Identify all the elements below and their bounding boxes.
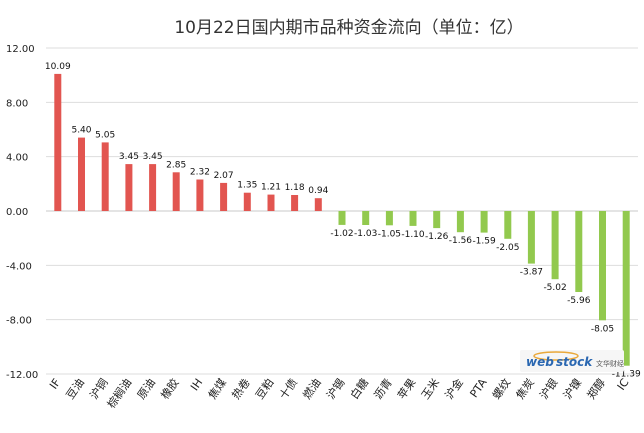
watermark-swoosh-icon [533,351,579,361]
x-tick-label-11: 十债 [276,376,300,402]
watermark-background [520,350,624,372]
bar-23 [575,211,583,292]
data-label-7: 2.32 [190,168,210,178]
bars [54,73,630,366]
data-label-5: 3.45 [143,152,163,162]
x-tick-label-5: 原油 [134,376,158,402]
bar-17 [433,211,441,229]
data-label-10: 1.21 [261,183,281,193]
data-label-17: -1.26 [425,232,449,242]
x-tick-label-13: 沪锡 [323,376,347,402]
x-tick-label-20: 螺纹 [489,376,513,402]
x-tick-label-7: IH [188,376,205,393]
x-tick-label-16: 苹果 [394,376,418,402]
gridlines [46,47,638,375]
data-label-23: -5.96 [567,296,591,306]
bar-4 [125,164,133,211]
bar-10 [267,194,275,211]
bar-5 [149,164,157,211]
bar-11 [291,195,299,211]
bar-16 [409,211,417,226]
watermark-brand-web: web [526,355,554,369]
data-label-25: -11.39 [612,370,641,380]
data-label-14: -1.03 [354,229,377,239]
x-tick-label-21: 焦炭 [514,376,537,401]
x-tick-label-2: 豆油 [63,376,87,402]
bar-24 [599,211,606,321]
x-tick-label-12: 燃油 [300,376,324,402]
y-tick-label: 4.00 [6,153,28,164]
data-label-18: -1.56 [449,236,473,246]
data-label-21: -3.87 [520,268,543,278]
bar-3 [101,142,109,211]
y-tick-label: 0.00 [6,207,28,218]
bar-15 [385,211,393,226]
data-label-13: -1.02 [330,229,353,239]
bar-25 [622,211,630,366]
x-tick-label-3: 沪铜 [87,376,111,402]
bar-21 [527,211,535,264]
bar-6 [172,172,180,211]
data-labels: 10.095.40 5.053.45 3.452.852.32 2.071.35 1.2… [45,62,641,380]
data-label-3: 5.05 [95,130,115,140]
x-tick-label-19: PTA [467,376,489,400]
data-label-20: -2.05 [496,243,519,253]
bar-19 [480,211,488,233]
bar-13 [338,211,346,225]
y-tick-label: -12.00 [6,370,38,381]
y-tick-label: -8.00 [6,316,32,327]
y-tick-label: 8.00 [6,98,28,109]
bar-2 [78,137,85,211]
x-tick-label-23: 沪镍 [560,376,584,402]
watermark-brand-stock: stock [556,355,593,369]
x-tick-label-24: 郑醇 [584,376,608,402]
x-tick-label-6: 橡胶 [158,376,182,402]
data-label-8: 2.07 [214,171,234,181]
y-tick-label: 12.00 [6,44,35,55]
data-label-6: 2.85 [166,160,186,170]
bar-8 [220,182,228,211]
brand-watermark: web stock 文华财经 [520,350,624,372]
data-label-11: 1.18 [285,183,305,193]
bar-7 [196,179,204,211]
bar-14 [362,211,370,225]
x-tick-label-17: 玉米 [419,376,442,401]
bar-12 [314,198,322,211]
x-tick-label-8: 焦煤 [206,376,229,401]
x-tick-label-4: 棕榈油 [104,376,134,411]
x-tick-label-9: 热卷 [229,376,253,402]
data-label-15: -1.05 [378,229,401,239]
data-label-22: -5.02 [543,283,566,293]
bar-1 [54,73,62,212]
bar-18 [456,211,464,233]
data-label-1: 10.09 [45,62,71,72]
bar-20 [504,211,512,239]
data-label-4: 3.45 [119,152,139,162]
chart-title: 10月22日国内期市品种资金流向（单位：亿） [174,18,523,38]
data-label-2: 5.40 [71,126,91,136]
data-label-24: -8.05 [591,324,614,334]
data-label-12: 0.94 [308,186,328,196]
y-axis-ticks: 12.00 8.00 4.00 0.00 -4.00 -8.00 -12.00 [6,44,38,381]
bar-9 [243,192,251,211]
data-label-9: 1.35 [237,181,257,191]
x-tick-label-1: IF [47,376,63,391]
data-label-16: -1.10 [401,230,425,240]
x-tick-label-22: 沪银 [536,376,560,402]
x-tick-label-10: 豆粕 [252,376,276,402]
x-tick-label-14: 白糖 [347,376,371,402]
bar-22 [551,211,559,280]
x-tick-label-18: 沪金 [442,376,466,402]
y-tick-label: -4.00 [6,261,32,272]
data-label-19: -1.59 [472,237,496,247]
x-tick-label-15: 沥青 [372,376,395,401]
watermark-brand-cn: 文华财经 [596,359,624,368]
